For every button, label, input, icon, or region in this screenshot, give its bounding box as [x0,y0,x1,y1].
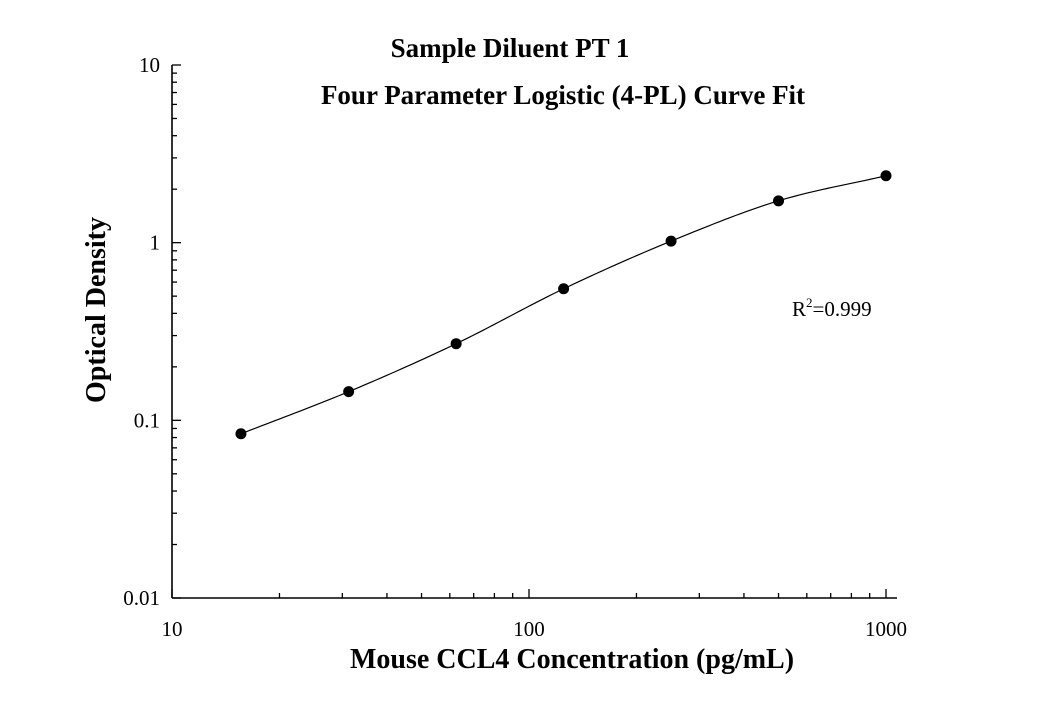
x-tick-label: 1000 [865,617,907,641]
r-squared-r: R [792,297,806,321]
x-axis-label: Mouse CCL4 Concentration (pg/mL) [350,644,794,675]
data-point [880,170,892,182]
chart-title: Sample Diluent PT 1 [391,33,630,63]
y-tick-label: 0.01 [123,586,160,610]
x-tick-label: 100 [513,617,545,641]
y-tick-label: 10 [139,53,160,77]
fit-curve [240,175,887,435]
axes [171,65,897,599]
r-squared-superscript: 2 [806,295,813,310]
y-tick-label: 1 [150,231,161,255]
chart-subtitle: Four Parameter Logistic (4-PL) Curve Fit [321,80,805,110]
data-point [773,195,785,207]
data-point [343,386,355,398]
data-point [450,338,462,350]
data-point [235,428,247,440]
r-squared-value: =0.999 [813,297,872,321]
r-squared-annotation: R2=0.999 [792,295,872,321]
data-point [665,235,677,247]
data-points [235,170,892,440]
ticks [171,64,887,599]
data-point [558,283,570,295]
y-axis-label: Optical Density [81,217,112,403]
y-tick-label: 0.1 [134,408,160,432]
tick-labels: 10 100 1000 0.01 0.1 1 10 [123,53,907,641]
x-tick-label: 10 [162,617,183,641]
